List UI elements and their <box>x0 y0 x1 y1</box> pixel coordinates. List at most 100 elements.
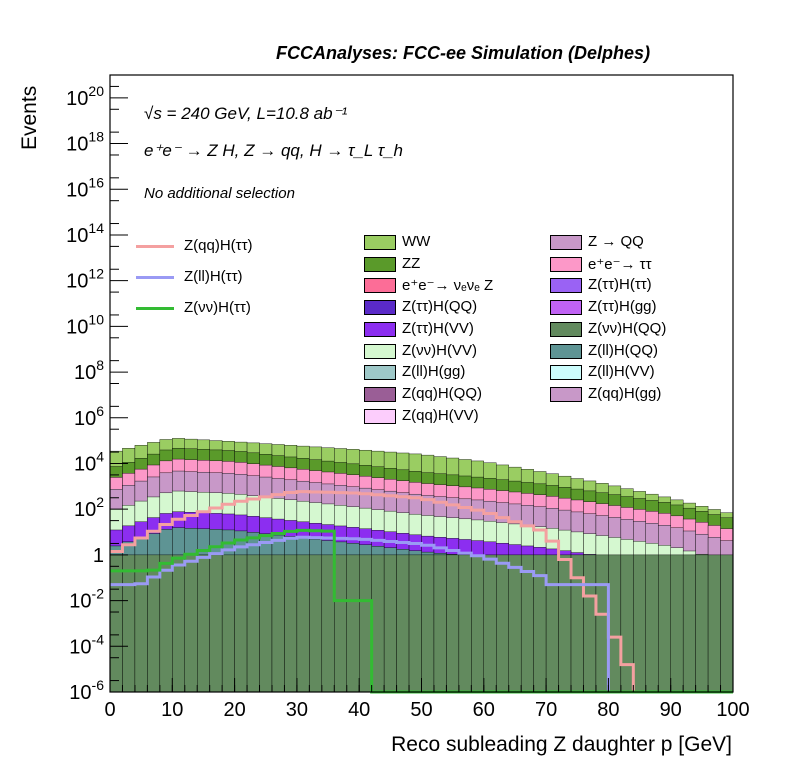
nnhqq-layer-bin <box>695 554 709 693</box>
nnhqq-layer-bin <box>620 554 634 693</box>
legend-line-label: Z(qq)H(ττ) <box>184 237 253 254</box>
nnhqq-layer-bin <box>595 554 609 693</box>
y-tick-label: 106 <box>74 403 104 430</box>
nnhqq-layer-bin <box>383 554 397 693</box>
y-tick-label: 108 <box>74 357 104 384</box>
nnhqq-layer-bin <box>645 554 659 693</box>
nnhqq-layer-bin <box>271 554 285 693</box>
energy-annotation: √s = 240 GeV, L=10.8 ab⁻¹ <box>144 104 348 123</box>
nnhqq-layer-bin <box>658 554 671 693</box>
y-tick-label: 102 <box>74 494 104 521</box>
legend-label: e⁺e⁻→ νₑνₑ Z <box>402 277 494 295</box>
legend-label: Z(ττ)H(gg) <box>588 298 657 316</box>
legend-swatch <box>550 235 582 250</box>
legend-line-label: Z(ll)H(ττ) <box>184 268 243 285</box>
nnhqq-layer-bin <box>346 554 360 693</box>
y-tick-label: 1020 <box>66 83 104 110</box>
x-tick-label: 90 <box>660 699 682 721</box>
legend-label: Z(ττ)H(VV) <box>402 319 474 337</box>
x-tick-label: 10 <box>161 699 183 721</box>
legend-swatch <box>550 321 582 337</box>
legend-label: Z(qq)H(VV) <box>402 406 479 424</box>
nnhqq-layer-bin <box>433 554 447 693</box>
nnhqq-layer-bin <box>234 554 248 693</box>
y-tick-label: 1014 <box>66 220 104 247</box>
nnhqq-layer-bin <box>458 554 472 693</box>
axis-ticks: 0 10 20 30 40 50 60 70 80 90 10010-610-410-2110210… <box>66 83 750 721</box>
llH-line <box>110 535 733 694</box>
legend-swatch <box>364 300 396 316</box>
nnhqq-layer-bin <box>396 554 410 693</box>
legend-swatch <box>364 278 396 294</box>
nnhqq-layer-bin <box>172 554 185 693</box>
legend-line-swatch <box>136 307 174 310</box>
nnhqq-layer-bin <box>608 554 622 693</box>
nnhqq-layer-bin <box>471 554 484 693</box>
legend-swatch <box>364 408 396 424</box>
stacked-histograms <box>109 438 734 693</box>
x-tick-label: 100 <box>716 699 749 721</box>
legend-swatch <box>364 235 396 250</box>
nnhqq-layer-bin <box>496 554 509 693</box>
nnhqq-layer-bin <box>421 554 435 693</box>
y-tick-label: 10-2 <box>69 586 104 613</box>
nnhqq-layer-bin <box>246 554 260 693</box>
x-tick-label: 60 <box>473 699 495 721</box>
y-tick-label: 1012 <box>66 266 104 293</box>
nnhqq-layer-bin <box>309 554 323 693</box>
nnhqq-layer-bin <box>371 554 385 693</box>
nnhqq-layer-bin <box>508 554 522 693</box>
nnhqq-layer-bin <box>134 554 148 693</box>
legend-label: Z(νν)H(VV) <box>402 341 477 359</box>
legend-label: Z(qq)H(QQ) <box>402 384 482 402</box>
x-tick-label: 0 <box>104 699 115 721</box>
legend-swatch <box>364 256 396 272</box>
x-axis-label: Reco subleading Z daughter p [GeV] <box>391 733 732 756</box>
legend-swatch <box>550 300 582 316</box>
nnhqq-layer-bin <box>558 554 572 693</box>
legend-swatch <box>550 256 582 272</box>
nnhqq-layer-bin <box>446 554 460 693</box>
legend-label: Z(ll)H(VV) <box>588 363 655 381</box>
legend-label: ZZ <box>402 254 421 272</box>
nnhqq-layer-bin <box>682 554 696 693</box>
nnhqq-layer-bin <box>720 554 734 693</box>
nnhqq-layer-bin <box>520 554 534 693</box>
x-tick-label: 70 <box>535 699 557 721</box>
chart-title: FCCAnalyses: FCC-ee Simulation (Delphes) <box>276 43 651 63</box>
y-axis-label: Events <box>18 85 41 150</box>
nnhqq-layer-bin <box>583 554 597 693</box>
nnhqq-layer-bin <box>122 554 136 693</box>
nnhqq-layer-bin <box>321 554 335 693</box>
nnhqq-layer-bin <box>284 554 298 693</box>
nnhqq-layer-bin <box>545 554 559 693</box>
nnhqq-layer-bin <box>147 554 161 693</box>
legend-line-swatch <box>136 245 174 248</box>
legend-label: e⁺e⁻→ ττ <box>588 255 652 273</box>
nnhqq-layer-bin <box>109 554 123 693</box>
y-tick-label: 1010 <box>66 311 104 338</box>
nnhqq-layer-bin <box>670 554 684 693</box>
y-tick-label: 1018 <box>66 129 104 156</box>
legend-swatch <box>364 321 396 337</box>
qqH-line <box>110 490 733 694</box>
nnhqq-layer-bin <box>259 554 273 693</box>
legend-swatch <box>550 278 582 294</box>
legend-label: Z(ττ)H(QQ) <box>402 298 478 316</box>
legend-label: Z(νν)H(QQ) <box>588 319 667 337</box>
x-tick-label: 30 <box>286 699 308 721</box>
nnhqq-layer-bin <box>296 554 310 693</box>
nnhqq-layer-bin <box>359 554 372 693</box>
legend-line-swatch <box>136 276 174 279</box>
nnhqq-layer-bin <box>707 554 721 693</box>
nnhqq-layer-bin <box>334 554 347 693</box>
y-tick-label: 1016 <box>66 174 104 201</box>
legend-swatch <box>550 365 582 381</box>
legend-swatch <box>364 365 396 381</box>
legend-label: Z(ττ)H(ττ) <box>588 276 652 294</box>
legend-swatch <box>364 386 396 402</box>
selection-annotation: No additional selection <box>144 185 295 202</box>
legend-label: Z(ll)H(QQ) <box>588 341 658 359</box>
legend-label: Z(ll)H(gg) <box>402 363 466 381</box>
